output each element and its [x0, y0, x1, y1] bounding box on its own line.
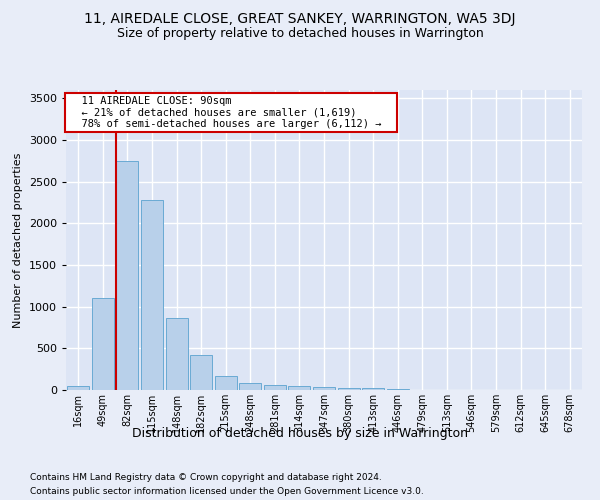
Bar	[362, 388, 384, 390]
Bar	[313, 386, 335, 390]
Bar	[116, 161, 139, 390]
Bar	[141, 200, 163, 390]
Bar	[166, 318, 188, 390]
Text: 11, AIREDALE CLOSE, GREAT SANKEY, WARRINGTON, WA5 3DJ: 11, AIREDALE CLOSE, GREAT SANKEY, WARRIN…	[84, 12, 516, 26]
Y-axis label: Number of detached properties: Number of detached properties	[13, 152, 23, 328]
Bar	[338, 388, 359, 390]
Text: 11 AIREDALE CLOSE: 90sqm  
  ← 21% of detached houses are smaller (1,619)  
  78: 11 AIREDALE CLOSE: 90sqm ← 21% of detach…	[68, 96, 394, 129]
Bar	[215, 376, 237, 390]
Bar	[386, 389, 409, 390]
Text: Distribution of detached houses by size in Warrington: Distribution of detached houses by size …	[132, 428, 468, 440]
Bar	[264, 385, 286, 390]
Bar	[67, 386, 89, 390]
Bar	[289, 386, 310, 390]
Text: Contains HM Land Registry data © Crown copyright and database right 2024.: Contains HM Land Registry data © Crown c…	[30, 472, 382, 482]
Text: Contains public sector information licensed under the Open Government Licence v3: Contains public sector information licen…	[30, 488, 424, 496]
Text: Size of property relative to detached houses in Warrington: Size of property relative to detached ho…	[116, 28, 484, 40]
Bar	[239, 382, 262, 390]
Bar	[190, 356, 212, 390]
Bar	[92, 298, 114, 390]
